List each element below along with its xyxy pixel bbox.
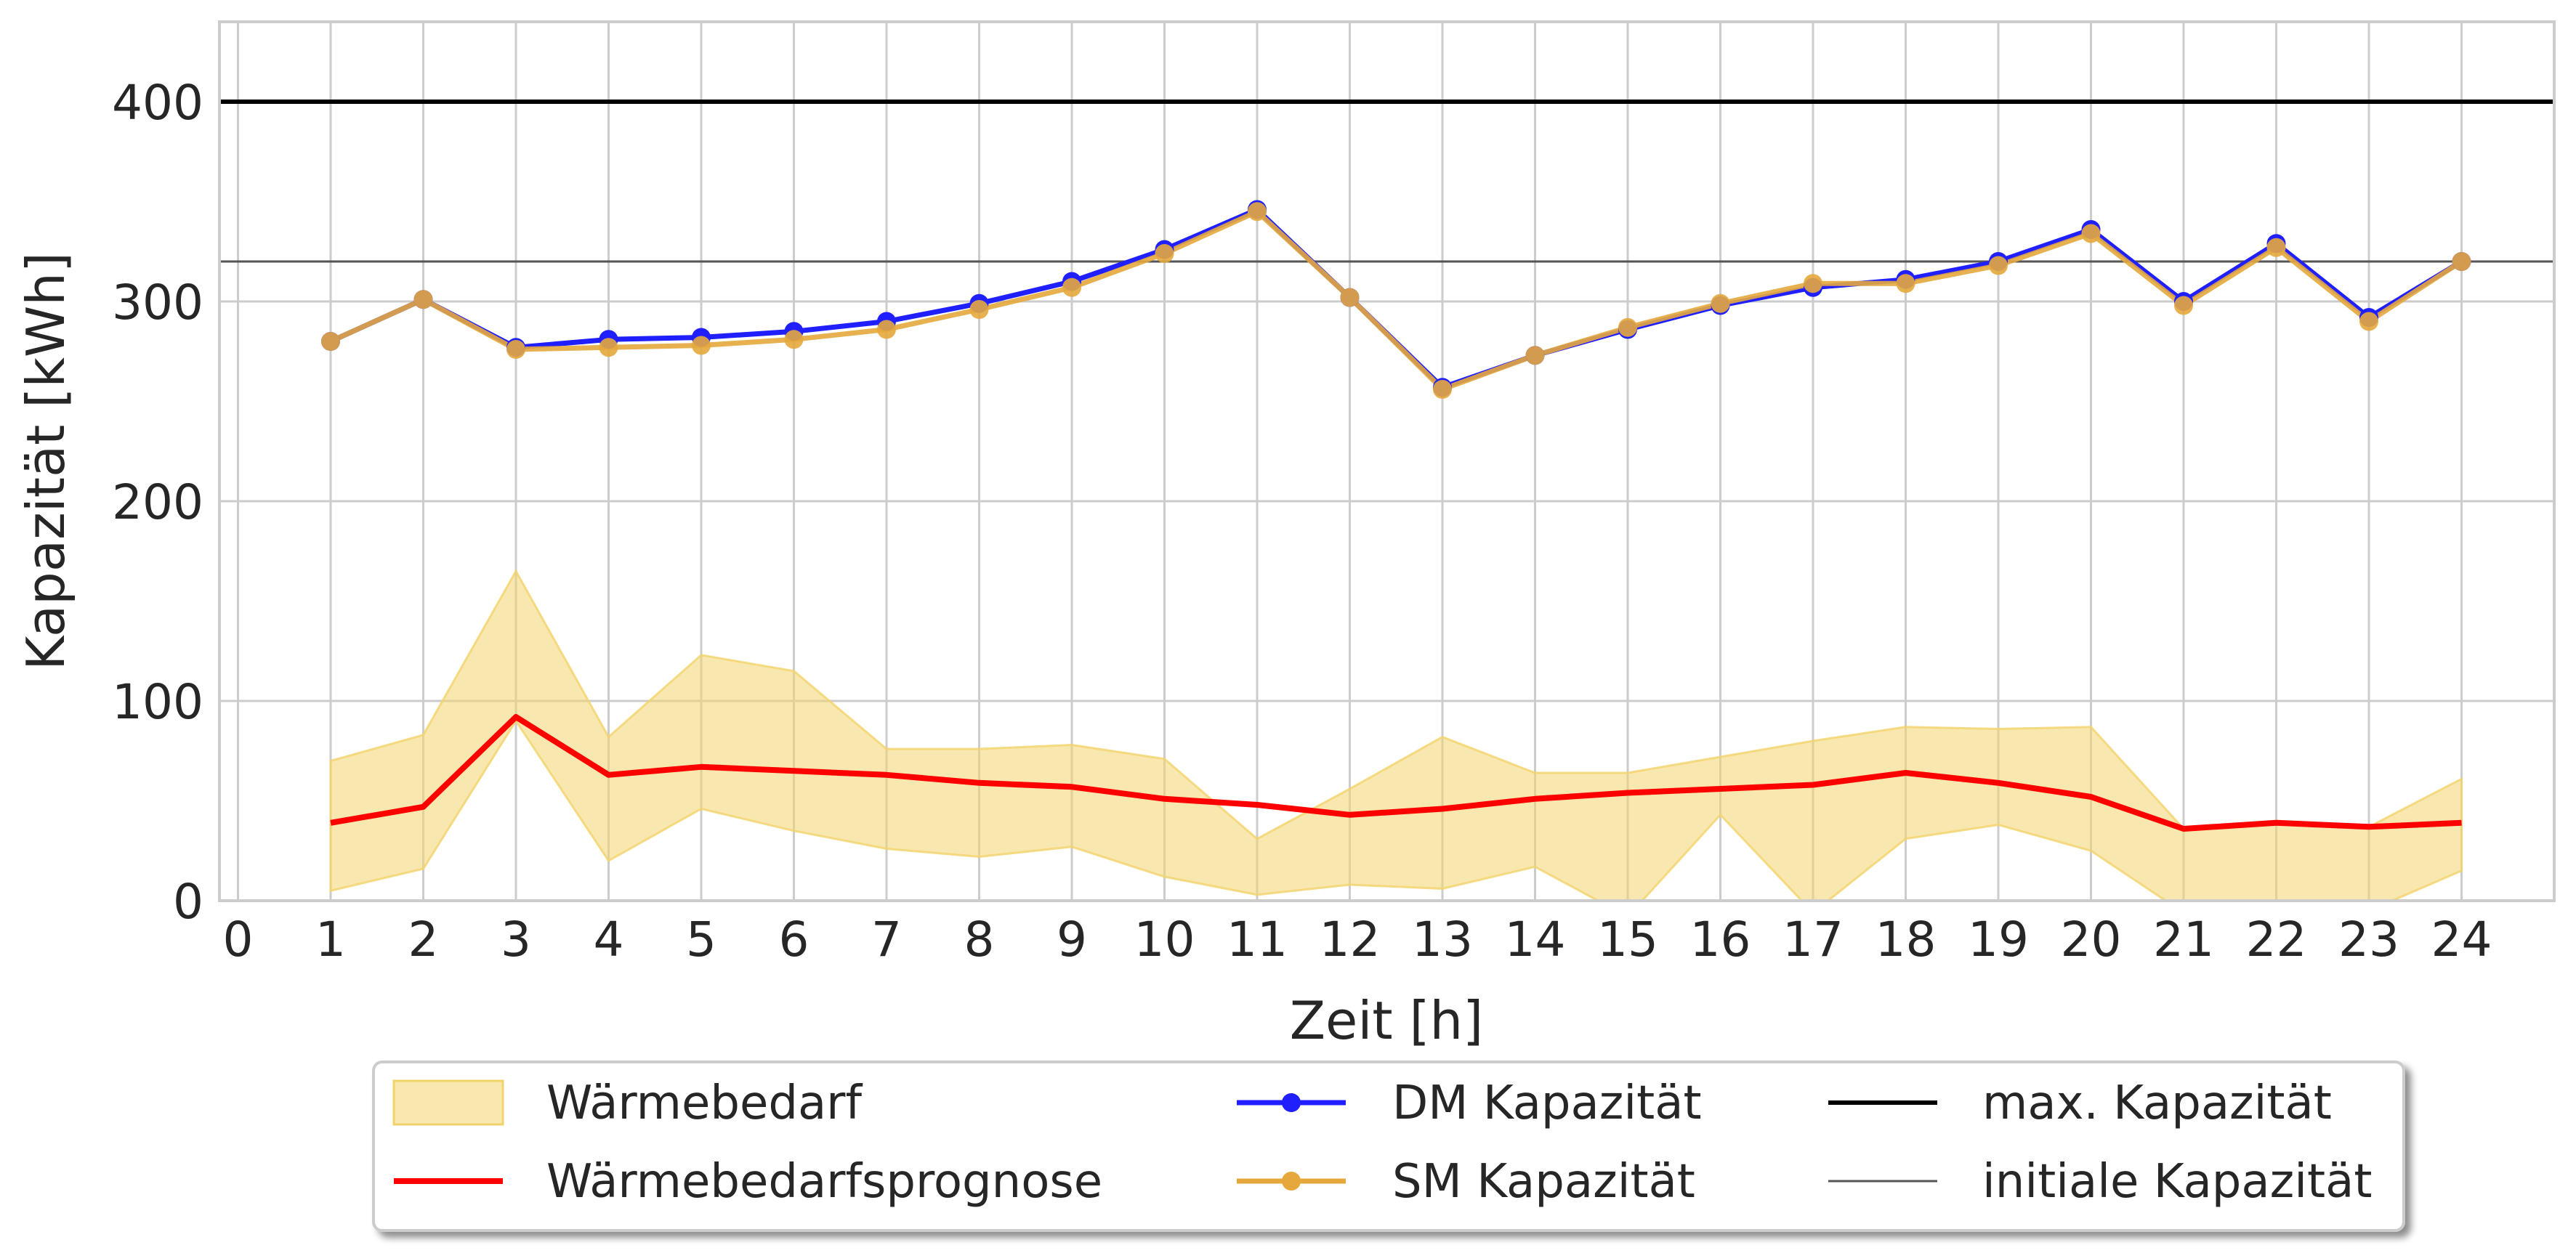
x-tick-label: 23 (2338, 912, 2399, 968)
x-tick-label: 18 (1876, 912, 1937, 968)
sm-capacity-point (1155, 244, 1174, 263)
series-lines (329, 207, 2463, 832)
y-tick-label: 400 (112, 75, 203, 131)
sm-capacity-point (321, 332, 340, 351)
x-tick-label: 16 (1690, 912, 1751, 968)
x-tick-label: 12 (1320, 912, 1381, 968)
y-axis-label: Kapazität [kWh] (15, 252, 76, 670)
sm-capacity-point (413, 290, 433, 309)
x-tick-label: 21 (2153, 912, 2214, 968)
forecast-line (330, 714, 2462, 832)
sm-capacity-point (1525, 346, 1545, 365)
x-tick-label: 17 (1782, 912, 1844, 968)
sm-capacity-point (1340, 288, 1360, 307)
legend-label-max: max. Kapazität (1982, 1076, 2332, 1130)
x-tick-label: 7 (871, 912, 902, 968)
series-markers (321, 200, 2471, 399)
sm-capacity-point (1618, 317, 1637, 337)
legend-swatch-heat-demand (392, 1079, 504, 1126)
legend-label-heat-demand: Wärmebedarf (546, 1076, 863, 1130)
legend-label-dm: DM Kapazität (1392, 1076, 1702, 1130)
sm-capacity-point (2081, 224, 2101, 243)
x-tick-label: 13 (1412, 912, 1473, 968)
legend-label-sm: SM Kapazität (1392, 1155, 1695, 1209)
x-tick-label: 20 (2061, 912, 2122, 968)
sm-capacity-point (1896, 274, 1915, 293)
sm-capacity-point (2174, 296, 2193, 315)
x-tick-label: 0 (223, 912, 254, 968)
x-tick-label: 8 (964, 912, 995, 968)
y-tick-labels: 0 100 200 300 400 (112, 75, 203, 930)
legend-label-initial: initiale Kapazität (1982, 1155, 2372, 1209)
sm-capacity-point (1062, 277, 1081, 297)
legend: Wärmebedarf Wärmebedarfsprognose DM Kapa… (372, 1061, 2405, 1232)
plot-frame (218, 20, 2556, 902)
sm-capacity-point (784, 330, 804, 349)
sm-capacity-point (877, 320, 896, 339)
y-tick-label: 200 (112, 474, 203, 530)
sm-capacity-point (1711, 293, 1730, 313)
x-tick-label: 3 (501, 912, 531, 968)
sm-capacity-point (969, 300, 989, 319)
legend-marker-dm (1282, 1093, 1301, 1112)
heat-demand-band (329, 569, 2463, 901)
sm-capacity-point (2266, 238, 2286, 257)
x-tick-labels: 0 1 2 3 4 5 6 7 8 9 10 11 12 13 14 15 16 17 18 19 20 21 22 23 24 (223, 912, 2492, 968)
x-tick-label: 22 (2246, 912, 2307, 968)
y-tick-label: 100 (112, 674, 203, 730)
sm-capacity-point (1433, 380, 1452, 399)
sm-capacity-point (1248, 202, 1267, 222)
heat-demand-band-layer (329, 569, 2463, 901)
x-tick-label: 1 (315, 912, 346, 968)
dm-capacity-line (329, 207, 2463, 390)
sm-capacity-point (1804, 274, 1822, 293)
x-tick-label: 9 (1057, 912, 1087, 968)
legend-marker-sm (1282, 1172, 1301, 1191)
x-tick-label: 4 (594, 912, 624, 968)
x-tick-label: 15 (1597, 912, 1658, 968)
sm-capacity-line (329, 208, 2463, 392)
x-tick-label: 11 (1227, 912, 1288, 968)
x-tick-label: 24 (2431, 912, 2492, 968)
y-tick-label: 300 (112, 275, 203, 331)
x-tick-label: 6 (779, 912, 809, 968)
x-tick-label: 10 (1134, 912, 1195, 968)
reference-lines (219, 100, 2554, 263)
y-tick-label: 0 (173, 874, 203, 930)
x-tick-label: 2 (408, 912, 439, 968)
x-axis-label: Zeit [h] (1290, 990, 1484, 1051)
x-tick-label: 19 (1968, 912, 2029, 968)
sm-capacity-point (506, 340, 525, 359)
plot-area (219, 100, 2554, 901)
sm-capacity-point (599, 338, 618, 357)
sm-capacity-point (2452, 252, 2471, 271)
sm-capacity-point (2359, 312, 2378, 331)
legend-label-forecast: Wärmebedarfsprognose (546, 1155, 1102, 1209)
x-tick-label: 14 (1505, 912, 1566, 968)
sm-capacity-point (1989, 256, 2008, 275)
x-tick-label: 5 (686, 912, 716, 968)
sm-capacity-point (692, 336, 711, 355)
